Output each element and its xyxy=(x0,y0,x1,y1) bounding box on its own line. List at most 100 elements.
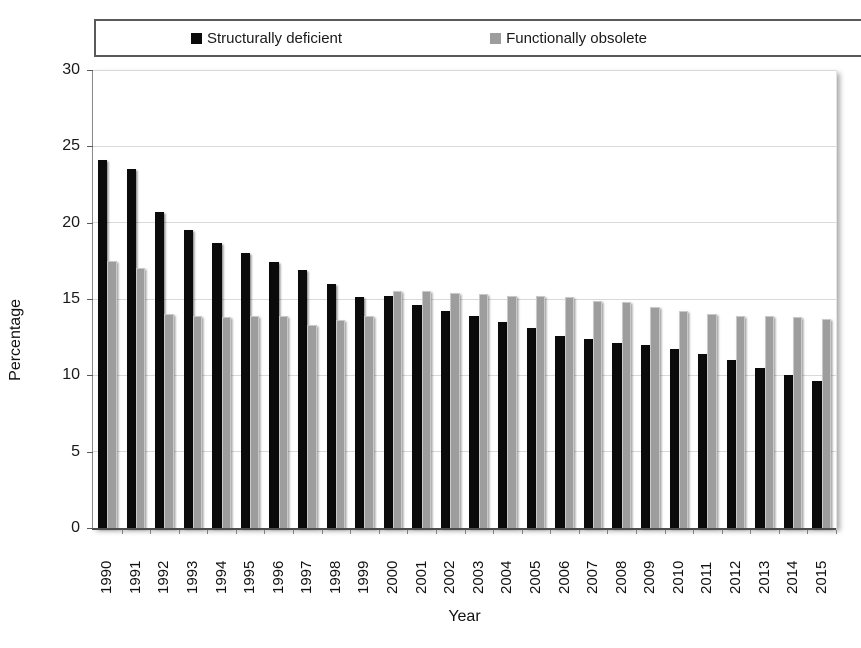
legend-label: Functionally obsolete xyxy=(506,29,647,47)
bar-1990-functionally-obsolete xyxy=(107,260,117,528)
bar-2009-structurally-deficient xyxy=(640,344,651,528)
x-axis-tick xyxy=(607,530,609,534)
x-axis-tick-label: 2013 xyxy=(755,560,773,594)
category-2005 xyxy=(522,70,551,528)
category-2002 xyxy=(436,70,465,528)
bar-2001-structurally-deficient xyxy=(412,305,422,528)
bar-2004-functionally-obsolete xyxy=(507,295,517,528)
x-axis-tick-label: 1994 xyxy=(212,560,230,594)
x-axis-line xyxy=(92,528,836,530)
x-axis-tick-label: 1999 xyxy=(355,560,373,594)
bar-2005-structurally-deficient xyxy=(526,328,536,528)
gridline xyxy=(93,298,836,300)
x-axis-tick-label: 2002 xyxy=(441,560,459,594)
x-axis-tick xyxy=(121,530,123,534)
bar-1994-structurally-deficient xyxy=(212,242,222,528)
bar-2011-structurally-deficient xyxy=(698,353,708,528)
category-1990 xyxy=(93,70,122,528)
legend-swatch-gray-icon xyxy=(490,32,502,44)
bar-1995-structurally-deficient xyxy=(240,253,251,528)
category-2012 xyxy=(722,70,751,528)
category-1999 xyxy=(350,70,379,528)
bar-1995-functionally-obsolete xyxy=(250,315,260,528)
y-axis-tick-label: 20 xyxy=(62,213,80,231)
category-2010 xyxy=(665,70,694,528)
bar-2003-structurally-deficient xyxy=(469,315,479,528)
x-axis-tick-label: 1998 xyxy=(326,560,344,594)
bar-2005-functionally-obsolete xyxy=(535,295,546,528)
bar-2011-functionally-obsolete xyxy=(707,314,717,528)
bar-2007-structurally-deficient xyxy=(583,338,594,528)
gridline xyxy=(93,69,836,71)
category-1996 xyxy=(264,70,293,528)
x-axis-tick xyxy=(464,530,466,534)
x-axis-tick xyxy=(407,530,409,534)
y-axis-tick-label: 25 xyxy=(62,137,80,155)
x-axis-tick xyxy=(235,530,237,534)
category-1998 xyxy=(322,70,351,528)
y-axis-tick-label: 0 xyxy=(71,519,80,536)
x-axis-title: Year xyxy=(448,608,481,625)
bar-2010-structurally-deficient xyxy=(669,349,679,528)
x-axis-tick-label: 1993 xyxy=(184,560,202,594)
category-2007 xyxy=(579,70,608,528)
legend-item-structurally-deficient: Structurally deficient xyxy=(191,30,342,47)
x-axis-tick-label: 2011 xyxy=(698,561,716,594)
x-axis-tick xyxy=(750,530,752,534)
category-2014 xyxy=(779,70,808,528)
x-axis-tick xyxy=(493,530,495,534)
bar-1992-structurally-deficient xyxy=(155,211,165,528)
gridline xyxy=(93,374,836,376)
bar-1991-functionally-obsolete xyxy=(135,268,146,528)
bar-2008-structurally-deficient xyxy=(612,343,622,528)
y-axis-tick xyxy=(87,528,93,529)
bar-2013-structurally-deficient xyxy=(755,367,765,528)
category-2001 xyxy=(407,70,436,528)
y-axis-tick-label: 15 xyxy=(62,290,80,307)
x-axis-tick xyxy=(350,530,352,534)
y-axis-tick xyxy=(87,299,93,300)
y-axis-tick xyxy=(87,222,93,224)
x-axis-tick-label: 1992 xyxy=(155,560,173,594)
bar-2013-functionally-obsolete xyxy=(764,315,774,528)
y-axis-tick xyxy=(87,146,93,148)
category-2003 xyxy=(465,70,494,528)
category-2009 xyxy=(636,70,665,528)
x-axis-tick xyxy=(778,530,780,534)
bar-1998-structurally-deficient xyxy=(326,283,336,528)
x-axis-tick xyxy=(836,530,837,534)
x-axis-tick xyxy=(321,530,323,534)
category-2013 xyxy=(750,70,779,528)
chart-legend: Structurally deficient Functionally obso… xyxy=(94,19,861,57)
gridline xyxy=(93,145,836,147)
bar-2003-functionally-obsolete xyxy=(478,294,489,528)
y-axis-tick-label: 5 xyxy=(71,442,80,460)
category-1997 xyxy=(293,70,322,528)
y-axis-tick-label: 10 xyxy=(62,366,80,384)
x-axis-tick-label: 2003 xyxy=(469,560,487,594)
bar-1991-structurally-deficient xyxy=(126,169,136,528)
bar-2001-functionally-obsolete xyxy=(421,291,431,528)
bar-1994-functionally-obsolete xyxy=(221,317,231,528)
category-1992 xyxy=(150,70,179,528)
x-axis-tick xyxy=(721,530,723,534)
bar-1992-functionally-obsolete xyxy=(164,314,174,528)
y-axis-tick xyxy=(87,375,93,377)
gridline xyxy=(93,451,836,453)
x-axis-tick xyxy=(178,530,180,534)
x-axis-tick xyxy=(207,530,209,534)
category-2011 xyxy=(693,70,722,528)
x-axis-tick-label: 2012 xyxy=(726,560,744,594)
bar-1993-structurally-deficient xyxy=(183,230,193,528)
bar-2004-structurally-deficient xyxy=(498,321,508,528)
bar-2002-functionally-obsolete xyxy=(450,292,460,528)
bar-2006-structurally-deficient xyxy=(555,335,565,528)
legend-swatch-black-icon xyxy=(191,32,202,44)
category-1995 xyxy=(236,70,265,528)
bar-2014-functionally-obsolete xyxy=(793,317,803,528)
x-axis-tick xyxy=(521,530,523,534)
category-2000 xyxy=(379,70,408,528)
bar-2015-functionally-obsolete xyxy=(821,318,831,528)
bar-1997-functionally-obsolete xyxy=(307,324,317,528)
